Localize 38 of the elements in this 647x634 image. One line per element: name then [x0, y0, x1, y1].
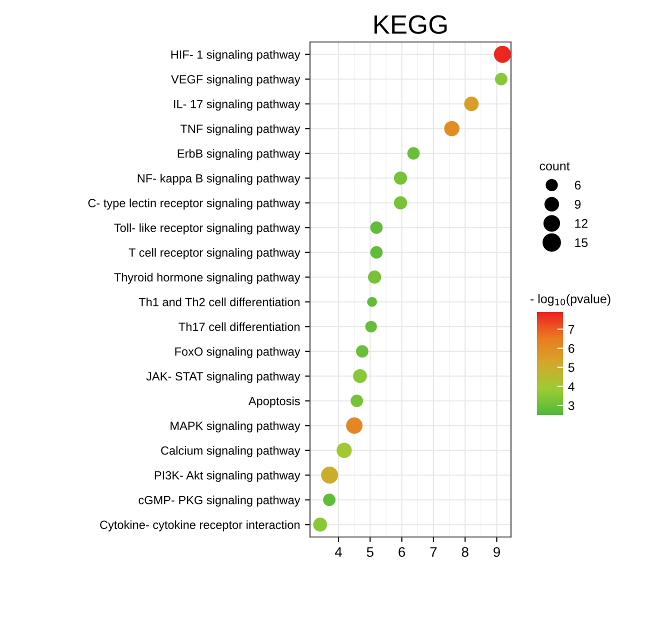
y-tick-label: Apoptosis: [248, 396, 300, 408]
color-bar-label: 7: [568, 325, 574, 334]
legend-label: 12: [575, 219, 588, 228]
y-tick-label: IL- 17 signaling pathway: [174, 100, 300, 111]
x-tick-label: 6: [398, 547, 406, 557]
y-tick-label: Calcium signaling pathway: [161, 446, 300, 458]
x-tick-label: 9: [494, 547, 500, 557]
y-tick-label: NF- kappa B signaling pathway: [138, 174, 300, 185]
legend-label: 9: [574, 200, 581, 209]
y-tick-label: Th1 and Th2 cell differentiation: [138, 298, 300, 306]
y-tick-label: C- type lectin receptor signaling pathway: [88, 198, 300, 210]
y-tick-label: ErbB signaling pathway: [178, 149, 300, 160]
y-tick-label: JAK- STAT signaling pathway: [146, 372, 300, 383]
legend-label: 6: [574, 180, 581, 190]
color-bar-label: 6: [568, 344, 574, 353]
y-tick-label: T cell receptor signaling pathway: [128, 248, 300, 260]
y-tick-label: FoxO signaling pathway: [175, 347, 300, 358]
x-tick-label: 4: [334, 547, 342, 557]
y-tick-label: Toll- like receptor signaling pathway: [114, 223, 300, 234]
y-tick-label: TNF signaling pathway: [180, 124, 300, 136]
y-tick-label: PI3K- Akt signaling pathway: [154, 470, 300, 482]
y-tick-label: HIF- 1 signaling pathway: [171, 50, 300, 62]
y-tick-label: Thyroid hormone signaling pathway: [114, 272, 300, 284]
color-bar-title: - log$_{10}$(pvalue): [530, 294, 610, 306]
color-bar-label: 3: [568, 401, 574, 410]
color-bar-label: 4: [568, 382, 574, 391]
y-tick-label: cGMP- PKG signaling pathway: [138, 496, 300, 507]
color-bar-label: 5: [568, 363, 574, 372]
y-tick-label: VEGF signaling pathway: [171, 74, 300, 86]
y-tick-label: Cytokine- cytokine receptor interaction: [100, 520, 300, 532]
x-tick-label: 8: [462, 547, 468, 557]
x-tick-label: 7: [430, 547, 437, 557]
y-tick-label: MAPK signaling pathway: [170, 421, 300, 432]
legend-label: 15: [575, 238, 588, 248]
y-tick-label: Th17 cell differentiation: [178, 322, 300, 332]
x-tick-label: 5: [366, 547, 374, 557]
legend-title: count: [540, 162, 570, 170]
chart-title: KEGG: [374, 15, 447, 34]
